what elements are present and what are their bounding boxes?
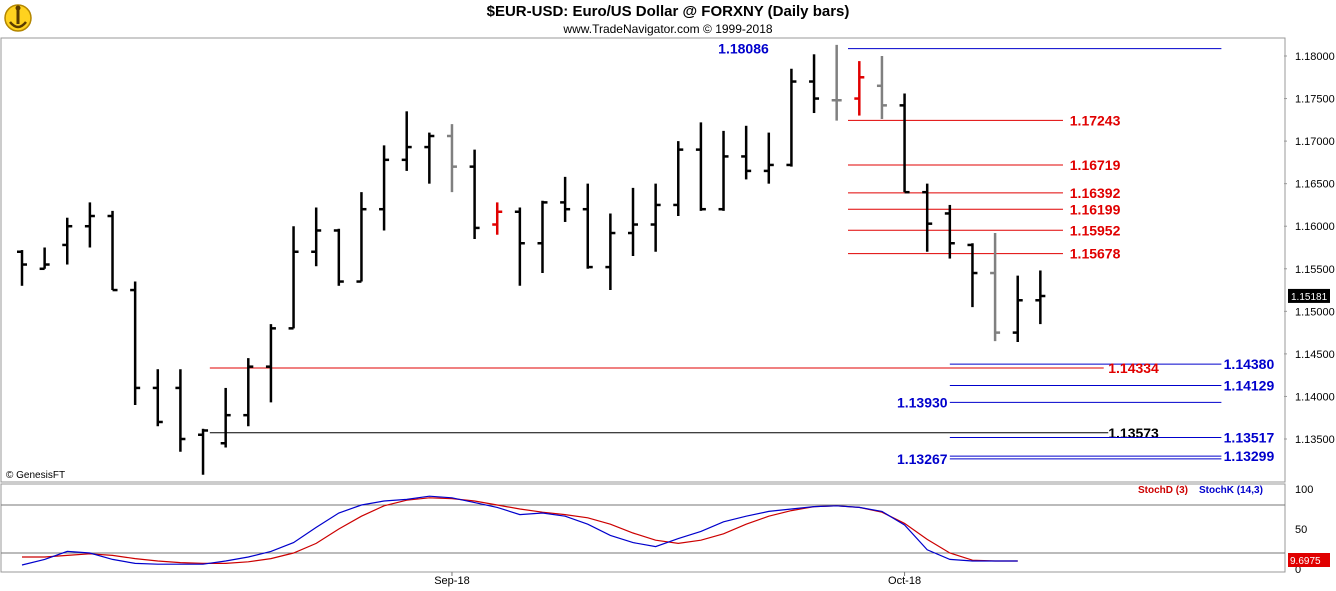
stochastic-panel: 100 50 0 StochD (3) StochK (14,3) 9.6975 — [1, 484, 1330, 576]
copyright-label: © GenesisFT — [6, 470, 65, 481]
ohlc-bar — [469, 149, 480, 239]
ohlc-bar — [990, 233, 1001, 342]
ohlc-bar — [1035, 270, 1046, 325]
stoch-last-label: 9.6975 — [1290, 556, 1321, 567]
ohlc-bar — [967, 243, 978, 308]
level-label: 1.16719 — [1070, 157, 1121, 173]
ohlc-bar — [333, 228, 344, 286]
ohlc-bar — [876, 56, 887, 119]
level-label: 1.15678 — [1070, 246, 1121, 262]
ohlc-bar — [854, 61, 865, 116]
ohlc-bar — [243, 358, 254, 427]
x-tick-label: Sep-18 — [434, 575, 469, 587]
ohlc-bar — [695, 122, 706, 211]
y-tick-label: 1.16000 — [1295, 221, 1335, 233]
ohlc-bar — [605, 213, 616, 291]
x-tick-label: Oct-18 — [888, 575, 921, 587]
chart-title: $EUR-USD: Euro/US Dollar @ FORXNY (Daily… — [486, 3, 850, 20]
level-label: 1.17243 — [1070, 112, 1121, 128]
trade-navigator-logo-icon[interactable] — [3, 2, 33, 35]
ohlc-bar — [130, 281, 141, 405]
y-tick-label: 1.15500 — [1295, 264, 1335, 276]
ohlc-bar — [944, 204, 955, 259]
level-label: 1.13573 — [1108, 425, 1159, 441]
level-label: 1.13267 — [897, 451, 948, 467]
price-panel-frame — [0, 37, 1286, 573]
last-price-label: 1.15181 — [1291, 292, 1328, 303]
ohlc-bar — [356, 192, 367, 283]
ohlc-bar — [84, 202, 95, 248]
ohlc-bar — [401, 111, 412, 171]
date-axis: Sep-18 Oct-18 — [434, 572, 921, 587]
level-label: 1.13299 — [1224, 448, 1275, 464]
stoch-series-line — [21, 495, 1018, 566]
ohlc-bar — [175, 369, 186, 452]
ohlc-bar — [831, 44, 842, 121]
level-label: 1.14334 — [1108, 360, 1159, 376]
ohlc-bar — [582, 183, 593, 269]
ohlc-bar — [922, 183, 933, 252]
ohlc-bar — [62, 217, 73, 265]
y-tick-label: 1.15000 — [1295, 306, 1335, 318]
ohlc-bar — [628, 187, 639, 257]
ohlc-bar — [560, 176, 571, 222]
stoch-y-tick: 100 — [1295, 484, 1313, 496]
y-tick-label: 1.14000 — [1295, 391, 1335, 403]
ohlc-bar — [288, 226, 299, 330]
stoch-y-tick: 50 — [1295, 524, 1307, 536]
ohlc-bar — [741, 125, 752, 180]
ohlc-bar — [809, 54, 820, 114]
level-label: 1.18086 — [718, 41, 769, 57]
y-tick-label: 1.17000 — [1295, 136, 1335, 148]
ohlc-bar — [718, 130, 729, 211]
ohlc-bar — [152, 369, 163, 427]
legend-stochk: StochK (14,3) — [1199, 485, 1263, 496]
ohlc-bar — [786, 68, 797, 167]
last-price-box — [1288, 288, 1330, 303]
ohlc-bar — [379, 145, 390, 231]
level-label: 1.15952 — [1070, 222, 1121, 238]
level-label: 1.14129 — [1224, 377, 1275, 393]
y-tick-label: 1.13500 — [1295, 434, 1335, 446]
y-tick-label: 1.18000 — [1295, 51, 1335, 63]
ohlc-bar — [198, 428, 209, 475]
level-label: 1.16199 — [1070, 201, 1121, 217]
ohlc-bar — [265, 324, 276, 403]
price-bars — [17, 44, 1046, 475]
ohlc-bar — [763, 132, 774, 184]
ohlc-bar — [311, 207, 322, 267]
stoch-last-box — [1288, 553, 1330, 567]
stoch-y-tick: 0 — [1295, 564, 1301, 576]
level-label: 1.13517 — [1224, 430, 1275, 446]
y-tick-label: 1.17500 — [1295, 94, 1335, 106]
price-axis: 1.18000 1.17500 1.17000 1.16500 1.16000 1.155… — [1284, 51, 1335, 446]
ohlc-bar — [1012, 275, 1023, 342]
ohlc-bar — [446, 124, 457, 193]
ohlc-bar — [220, 387, 231, 448]
ohlc-bar — [673, 141, 684, 217]
level-label: 1.14380 — [1224, 356, 1275, 372]
ohlc-bar — [424, 132, 435, 184]
ohlc-bar — [514, 207, 525, 286]
level-label: 1.13930 — [897, 394, 948, 410]
legend-stochd: StochD (3) — [1138, 485, 1188, 496]
level-label: 1.16392 — [1070, 185, 1121, 201]
ohlc-bar — [650, 183, 661, 252]
ohlc-bar — [899, 93, 910, 194]
ohlc-bar — [492, 202, 503, 235]
ohlc-bar — [537, 200, 548, 274]
ohlc-bar — [17, 250, 27, 286]
ohlc-bar — [107, 210, 118, 292]
ohlc-bar — [39, 247, 50, 271]
y-tick-label: 1.14500 — [1295, 349, 1335, 361]
y-tick-label: 1.16500 — [1295, 179, 1335, 191]
chart-subtitle: www.TradeNavigator.com © 1999-2018 — [563, 22, 773, 36]
chart-header: $EUR-USD: Euro/US Dollar @ FORXNY (Daily… — [0, 0, 1336, 38]
